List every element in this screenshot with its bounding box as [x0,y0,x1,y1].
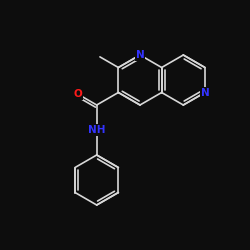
Text: NH: NH [88,125,106,135]
Text: N: N [136,50,144,60]
Text: O: O [74,90,83,99]
Text: N: N [200,88,209,98]
